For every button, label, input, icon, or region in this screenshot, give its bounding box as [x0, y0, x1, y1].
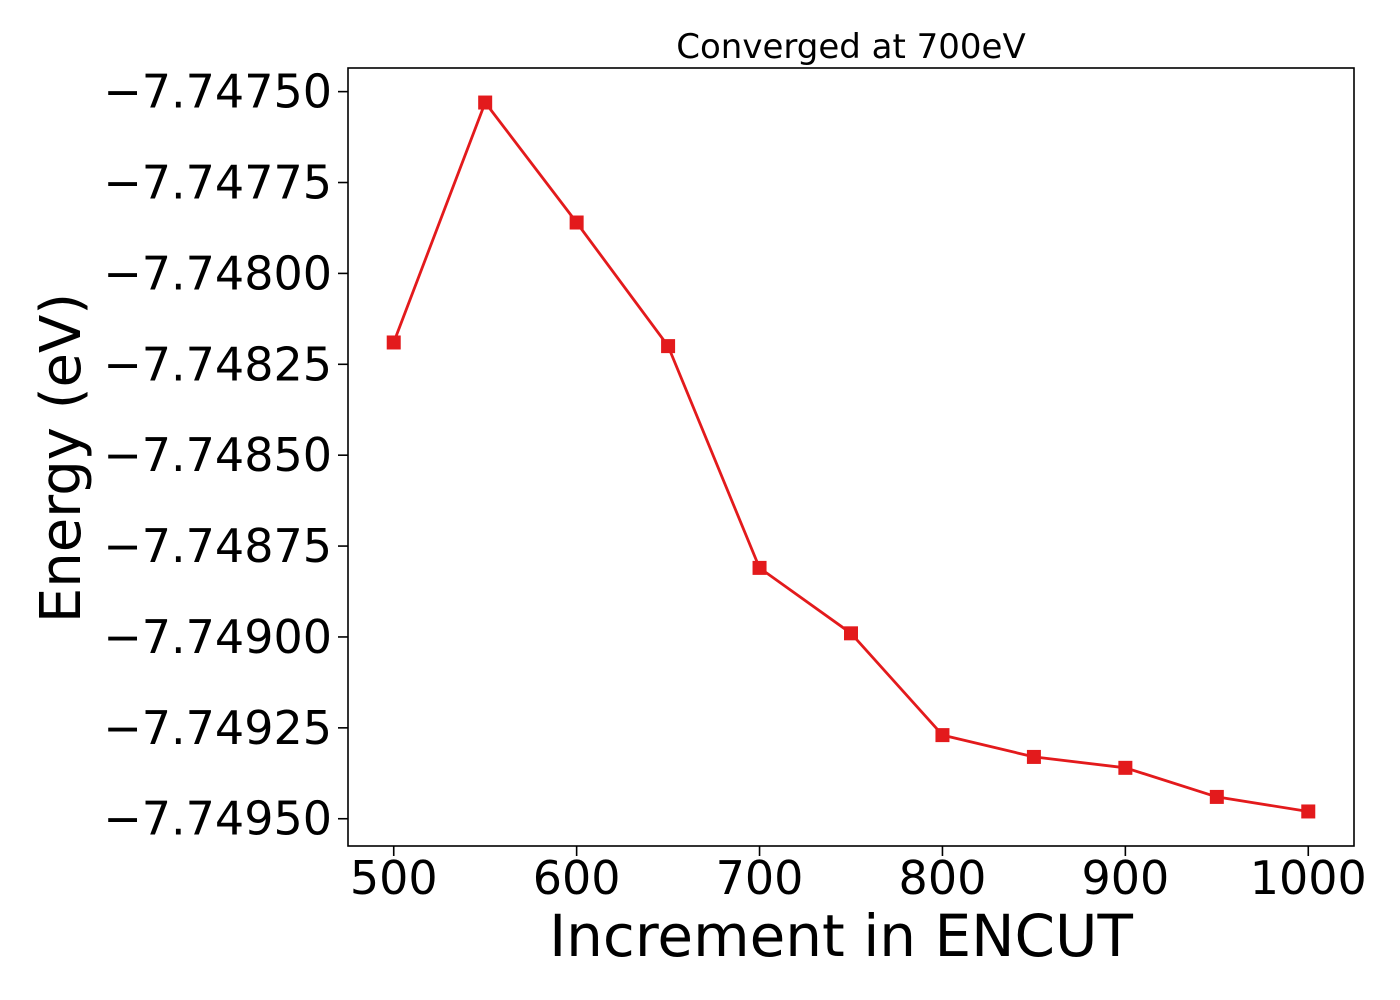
y-tick-label: −7.74750 [103, 65, 332, 119]
y-tick-label: −7.74925 [103, 701, 332, 755]
data-point-marker [1301, 804, 1316, 819]
y-tick-label: −7.74800 [103, 246, 332, 300]
data-point-marker [752, 560, 767, 575]
data-point-marker [386, 335, 401, 350]
data-point-marker [478, 95, 493, 110]
data-point-marker [661, 339, 676, 354]
y-tick-label: −7.74825 [103, 337, 332, 391]
y-axis: −7.74750 −7.74775 −7.74800 −7.74825 −7.74850… [103, 65, 348, 846]
y-tick-label: −7.74950 [103, 792, 332, 846]
x-tick-label: 900 [1081, 851, 1169, 905]
series-layer [386, 95, 1316, 819]
data-point-marker [844, 626, 858, 641]
x-tick-label: 1000 [1250, 851, 1367, 905]
y-tick-label: −7.74850 [103, 428, 332, 482]
data-point-marker [935, 728, 950, 743]
y-tick-label: −7.74775 [103, 156, 332, 210]
x-tick-label: 600 [533, 851, 621, 905]
data-point-marker [1118, 760, 1133, 775]
chart-title: Converged at 700eV [676, 27, 1025, 67]
y-tick-label: −7.74900 [103, 610, 332, 664]
x-axis: 500 600 700 800 900 1000 [350, 846, 1367, 905]
data-point-marker [569, 215, 584, 230]
plot-frame [347, 67, 1355, 847]
data-point-marker [1026, 749, 1041, 764]
x-tick-label: 500 [350, 851, 438, 905]
x-axis-label: Increment in ENCUT [549, 902, 1133, 970]
x-tick-label: 700 [716, 851, 804, 905]
y-axis-label: Energy (eV) [29, 293, 94, 623]
y-tick-label: −7.74875 [103, 519, 332, 573]
x-tick-label: 800 [899, 851, 987, 905]
data-point-marker [1209, 789, 1224, 804]
